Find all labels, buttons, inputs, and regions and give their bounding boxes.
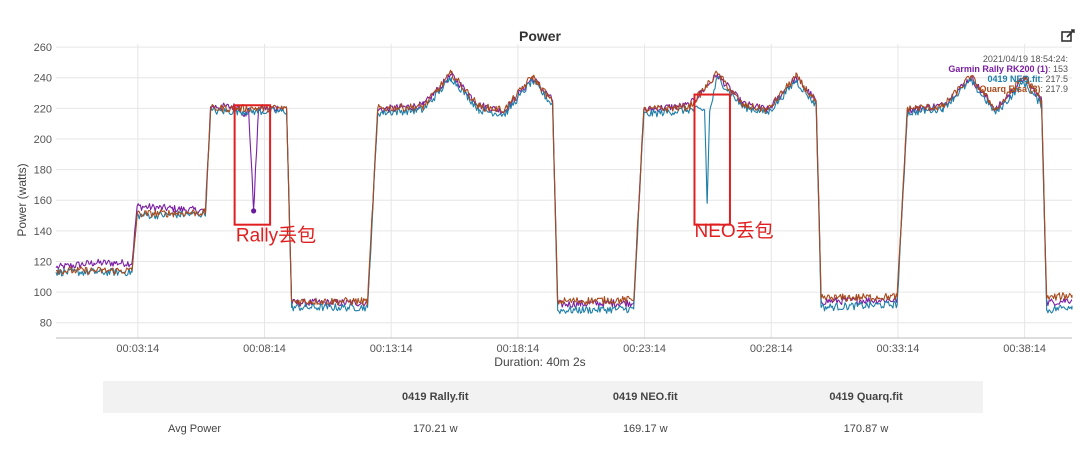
y-tick-label: 140 bbox=[34, 226, 52, 238]
series-layer bbox=[55, 69, 1073, 315]
x-tick-label: 00:33:14 bbox=[877, 343, 920, 355]
tooltip-series-value: : 153 bbox=[1048, 64, 1068, 74]
stats-value-rally: 170.21 w bbox=[412, 423, 458, 435]
stats-value-quarq: 170.87 w bbox=[843, 423, 889, 435]
stats-header-quarq: 0419 Quarq.fit bbox=[749, 381, 983, 413]
stats-value-neo: 169.17 w bbox=[622, 423, 668, 435]
x-axis-ticks: 00:03:14 00:08:14 00:13:14 00:18:14 00:23:14… bbox=[116, 343, 1046, 355]
hover-marker bbox=[251, 208, 257, 214]
annotation-box-1 bbox=[693, 93, 731, 226]
y-tick-label: 180 bbox=[34, 165, 52, 177]
y-tick-label: 240 bbox=[34, 73, 52, 85]
tooltip-series-name: 0419 NEO.fit bbox=[987, 74, 1040, 84]
stats-header-rally: 0419 Rally.fit bbox=[329, 381, 542, 413]
tooltip-series-name: Garmin Rally RK200 (1) bbox=[948, 64, 1048, 74]
annotation-box-0 bbox=[233, 104, 272, 226]
series-line-1 bbox=[55, 76, 1073, 315]
tooltip-series-value: : 217.5 bbox=[1040, 74, 1068, 84]
x-tick-label: 00:03:14 bbox=[116, 343, 159, 355]
y-tick-label: 80 bbox=[40, 318, 52, 330]
y-axis-label: Power (watts) bbox=[15, 163, 29, 236]
tooltip: 2021/04/19 18:54:24:Garmin Rally RK200 (… bbox=[948, 54, 1068, 94]
x-tick-label: 00:23:14 bbox=[623, 343, 666, 355]
x-tick-label: 00:18:14 bbox=[496, 343, 539, 355]
x-tick-label: 00:28:14 bbox=[750, 343, 793, 355]
annotation-layer: Rally丢包 NEO丢包 bbox=[233, 93, 774, 247]
stats-header-neo: 0419 NEO.fit bbox=[541, 381, 749, 413]
y-tick-label: 100 bbox=[34, 287, 52, 299]
x-tick-label: 00:38:14 bbox=[1003, 343, 1046, 355]
stats-header-row: 0419 Rally.fit 0419 NEO.fit 0419 Quarq.f… bbox=[103, 381, 983, 413]
x-axis-label: Duration: 40m 2s bbox=[494, 355, 585, 369]
stats-row-label: Avg Power bbox=[168, 423, 221, 435]
tooltip-row: 0419 NEO.fit: 217.5 bbox=[987, 74, 1068, 84]
chart-title: Power bbox=[518, 28, 561, 44]
stats-table: 0419 Rally.fit 0419 NEO.fit 0419 Quarq.f… bbox=[103, 381, 983, 445]
x-tick-label: 00:08:14 bbox=[243, 343, 286, 355]
stats-row-avg-power: Avg Power 170.21 w 169.17 w 170.87 w bbox=[103, 413, 983, 445]
y-tick-label: 260 bbox=[34, 42, 52, 54]
y-tick-label: 220 bbox=[34, 103, 52, 115]
x-tick-label: 00:13:14 bbox=[370, 343, 413, 355]
y-tick-label: 120 bbox=[34, 256, 52, 268]
annotation-label-1: NEO丢包 bbox=[694, 220, 773, 242]
tooltip-row: Quarq Elsa (3): 217.9 bbox=[979, 84, 1068, 94]
annotation-label-0: Rally丢包 bbox=[236, 225, 316, 247]
series-line-2 bbox=[55, 69, 1073, 306]
tooltip-row: Garmin Rally RK200 (1): 153 bbox=[948, 64, 1068, 74]
edit-icon[interactable] bbox=[1060, 28, 1076, 44]
stats-header-blank bbox=[103, 381, 329, 413]
y-tick-label: 200 bbox=[34, 134, 52, 146]
y-tick-label: 160 bbox=[34, 195, 52, 207]
tooltip-series-value: : 217.9 bbox=[1040, 84, 1068, 94]
tooltip-timestamp: 2021/04/19 18:54:24: bbox=[983, 54, 1068, 64]
tooltip-series-name: Quarq Elsa (3) bbox=[979, 84, 1040, 94]
y-axis-ticks: 80 100 120 140 160 180 200 220 240 260 bbox=[34, 42, 52, 330]
grid bbox=[56, 44, 1072, 338]
